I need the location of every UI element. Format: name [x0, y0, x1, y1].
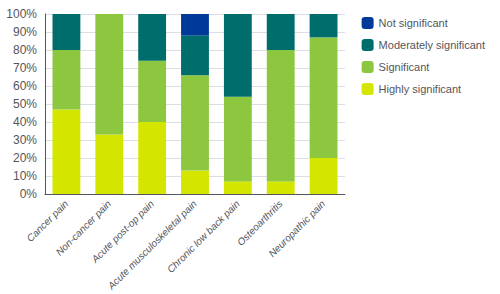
svg-text:30%: 30%: [13, 133, 37, 147]
svg-text:Highly significant: Highly significant: [379, 83, 462, 95]
svg-text:Osteoarthritis: Osteoarthritis: [234, 198, 285, 248]
svg-text:50%: 50%: [13, 97, 37, 111]
svg-text:Not significant: Not significant: [379, 17, 448, 29]
svg-text:Cancer pain: Cancer pain: [24, 198, 70, 244]
svg-text:10%: 10%: [13, 169, 37, 183]
svg-text:80%: 80%: [13, 43, 37, 57]
svg-text:40%: 40%: [13, 115, 37, 129]
svg-text:20%: 20%: [13, 151, 37, 165]
svg-text:Acute musculoskeletal pain: Acute musculoskeletal pain: [105, 198, 199, 292]
svg-text:Significant: Significant: [379, 61, 430, 73]
svg-text:Chronic low back pain: Chronic low back pain: [165, 198, 242, 275]
svg-text:100%: 100%: [6, 7, 37, 21]
svg-text:0%: 0%: [20, 187, 38, 201]
svg-text:90%: 90%: [13, 25, 37, 39]
svg-text:Neuropathic pain: Neuropathic pain: [266, 198, 327, 259]
svg-text:70%: 70%: [13, 61, 37, 75]
svg-text:Non-cancer pain: Non-cancer pain: [53, 198, 114, 258]
svg-text:60%: 60%: [13, 79, 37, 93]
svg-text:Moderately significant: Moderately significant: [379, 39, 485, 51]
svg-text:Acute post-op pain: Acute post-op pain: [89, 198, 156, 265]
